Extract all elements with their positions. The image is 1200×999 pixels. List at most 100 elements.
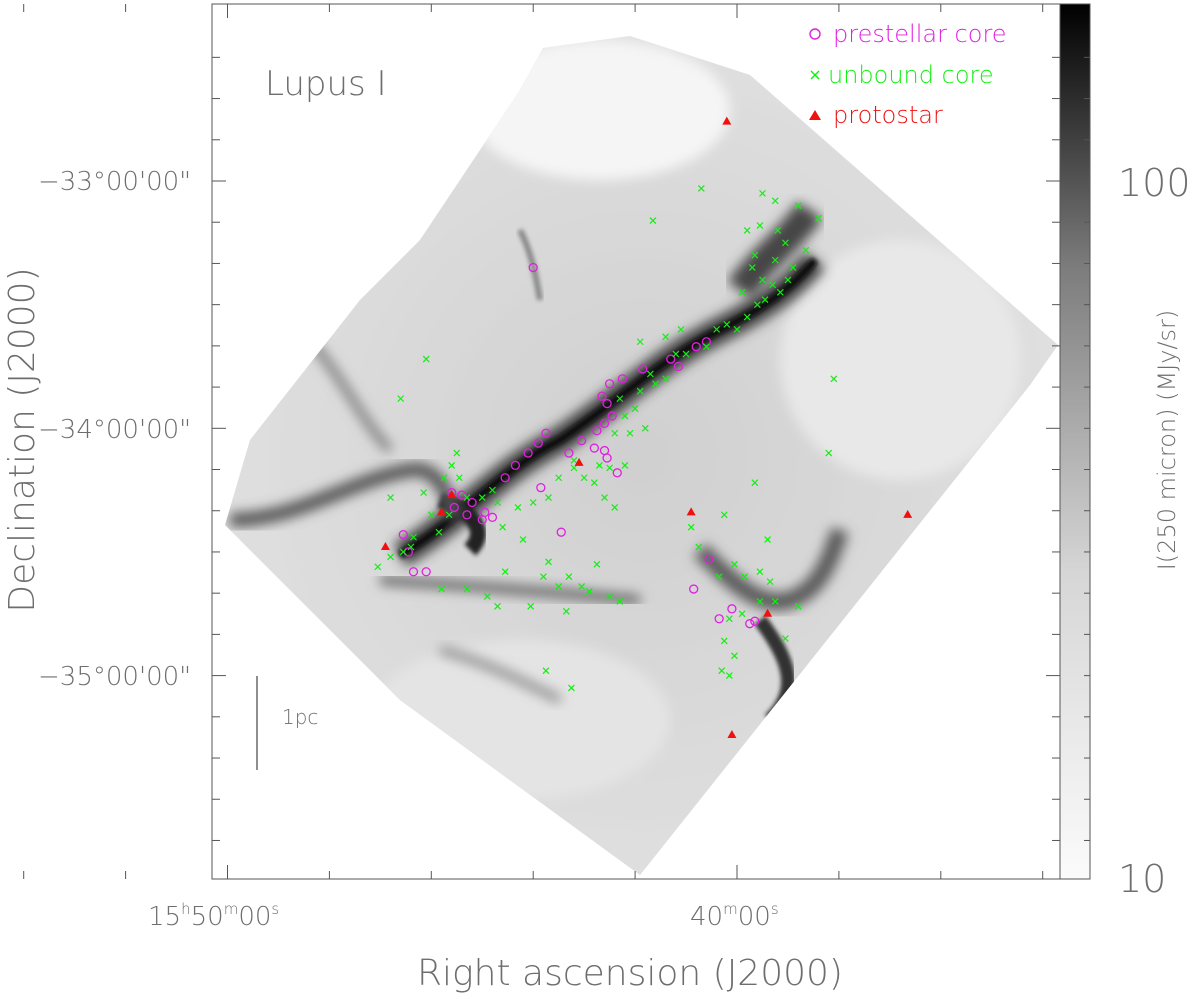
unbound-core-point: [677, 325, 685, 333]
unbound-core-point: [725, 672, 733, 680]
unbound-core-point: [611, 504, 619, 511]
unbound-core-point: [545, 494, 552, 501]
unbound-core-point: [499, 523, 507, 531]
unbound-core-point: [374, 563, 382, 571]
unbound-core-point: [825, 449, 833, 457]
unbound-core-point: [759, 189, 766, 197]
unbound-core-point: [715, 573, 723, 581]
legend-protostar: protostar: [809, 101, 943, 129]
unbound-core-point: [483, 593, 491, 600]
unbound-core-point: [427, 511, 435, 519]
unbound-core-point: [697, 184, 705, 192]
unbound-core-point: [585, 588, 593, 595]
prestellar-core-point: [467, 497, 477, 508]
unbound-core-point: [662, 333, 670, 341]
prestellar-core-point: [666, 354, 676, 364]
unbound-core-point: [438, 585, 445, 593]
unbound-core-point: [399, 548, 407, 556]
prestellar-core-point: [403, 547, 414, 557]
unbound-core-point: [601, 494, 608, 501]
unbound-core-point: [478, 494, 486, 501]
unbound-core-point: [789, 264, 797, 271]
prestellar-core-point: [612, 468, 622, 478]
unbound-core-point: [631, 405, 639, 412]
unbound-core-point: [743, 227, 751, 234]
unbound-core-point: [731, 560, 738, 568]
unbound-core-point: [489, 486, 496, 494]
colorbar-tick-label: 10: [1118, 857, 1166, 901]
unbound-core-point: [751, 479, 759, 487]
unbound-core-point: [514, 504, 522, 511]
colorbar-tick-label: 100: [1118, 161, 1191, 205]
unbound-core-point: [672, 350, 680, 358]
prestellar-core-point: [528, 262, 538, 273]
prestellar-core-point: [750, 616, 760, 626]
legend-cross-icon: [810, 70, 820, 80]
protostar-point: [763, 608, 773, 617]
unbound-core-point: [756, 222, 764, 229]
unbound-core-point: [774, 227, 782, 234]
protostar-point: [380, 542, 390, 551]
prestellar-core-point: [564, 448, 574, 458]
unbound-core-point: [616, 395, 624, 403]
prestellar-core-point: [541, 428, 551, 438]
unbound-core-point: [764, 536, 771, 544]
unbound-core-point: [542, 667, 550, 675]
unbound-core-point: [731, 652, 738, 660]
unbound-core-point: [781, 635, 789, 642]
y-axis-label: Declination (J2000): [2, 267, 43, 612]
prestellar-core-point: [457, 490, 467, 500]
unbound-core-point: [435, 528, 443, 536]
legend-circle-icon: [809, 28, 821, 40]
prestellar-core-point: [576, 436, 587, 446]
prestellar-core-point: [398, 529, 408, 540]
prestellar-core-point: [691, 342, 701, 352]
legend: prestellar core unbound core protostar: [809, 20, 1007, 129]
unbound-core-point: [751, 251, 759, 259]
unbound-core-point: [529, 499, 537, 506]
unbound-core-point: [713, 325, 721, 333]
unbound-core-point: [652, 380, 659, 388]
unbound-core-point: [733, 325, 741, 333]
legend-label-unbound: unbound core: [828, 61, 994, 89]
unbound-core-point: [743, 313, 751, 321]
unbound-core-point: [606, 464, 614, 472]
unbound-core-point: [646, 370, 654, 378]
unbound-core-point: [494, 602, 501, 610]
plot-frame: [23, 3, 1091, 880]
unbound-core-point: [621, 461, 629, 469]
unbound-core-point: [815, 214, 822, 222]
unbound-core-point: [771, 197, 779, 205]
prestellar-core-point: [597, 391, 607, 401]
legend-label-prestellar: prestellar core: [833, 20, 1007, 48]
scale-bar-label: 1pc: [282, 705, 318, 729]
prestellar-core-point: [536, 483, 546, 493]
unbound-core-point: [830, 375, 838, 383]
prestellar-core-point: [500, 473, 510, 483]
unbound-core-point: [606, 593, 614, 600]
unbound-core-point: [718, 667, 726, 675]
colorbar-label: I(250 micron) (MJy/sr): [1153, 310, 1181, 571]
prestellar-core-point: [477, 515, 487, 525]
unbound-core-point: [567, 684, 575, 692]
unbound-core-point: [682, 350, 690, 358]
unbound-core-point: [756, 597, 764, 605]
unbound-core-point: [463, 494, 471, 501]
unbound-core-point: [407, 543, 415, 551]
unbound-core-point: [580, 474, 588, 482]
prestellar-core-point: [727, 604, 737, 614]
unbound-core-point: [761, 296, 769, 304]
prestellar-core-point: [599, 418, 610, 429]
unbound-core-point: [527, 602, 535, 610]
unbound-core-point: [753, 301, 761, 309]
x-tick-label: 15h50m00s: [148, 900, 279, 932]
unbound-core-point: [440, 474, 448, 482]
prestellar-core-point: [523, 448, 533, 458]
prestellar-core-point: [604, 379, 615, 389]
y-tick-label: −33°00'00": [38, 167, 191, 197]
y-tick-label: −35°00'00": [38, 662, 191, 692]
region-label: Lupus I: [265, 64, 387, 104]
unbound-core-point: [562, 607, 570, 615]
unbound-core-point: [455, 474, 463, 482]
